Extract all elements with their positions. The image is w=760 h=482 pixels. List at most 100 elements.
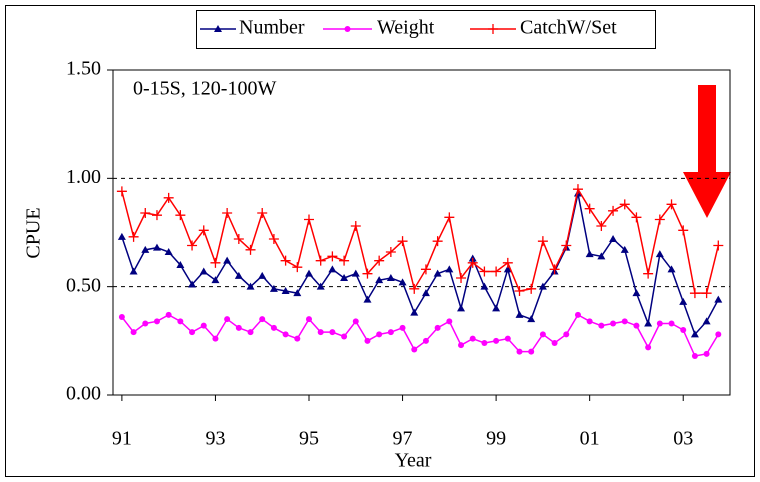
- marker: [574, 311, 581, 318]
- legend-label: Number: [239, 17, 305, 39]
- marker: [141, 245, 150, 253]
- series-line: [121, 313, 719, 357]
- marker: [246, 282, 255, 290]
- marker: [362, 268, 373, 279]
- marker: [703, 350, 710, 357]
- marker: [528, 348, 535, 355]
- marker: [432, 236, 443, 247]
- marker: [502, 257, 513, 268]
- marker: [713, 240, 724, 251]
- marker: [304, 269, 313, 277]
- marker: [329, 329, 336, 336]
- x-tick-label: 93: [205, 428, 225, 450]
- marker: [586, 318, 593, 325]
- marker: [340, 274, 349, 281]
- marker: [679, 297, 688, 305]
- marker: [177, 318, 184, 325]
- marker: [667, 265, 676, 273]
- marker: [539, 331, 546, 338]
- marker: [385, 247, 396, 257]
- marker: [421, 289, 430, 297]
- x-tick-label: 97: [393, 428, 413, 450]
- marker: [516, 348, 523, 355]
- marker: [609, 235, 618, 242]
- arrow: [683, 85, 731, 218]
- y-tick-label: 0.00: [66, 383, 101, 405]
- marker: [619, 199, 630, 210]
- marker: [212, 335, 219, 342]
- marker: [269, 284, 278, 292]
- marker: [398, 278, 407, 286]
- marker: [409, 283, 420, 294]
- marker: [654, 214, 665, 225]
- marker: [142, 320, 149, 327]
- marker: [163, 192, 174, 203]
- marker: [668, 320, 675, 327]
- plot-frame: [112, 69, 731, 396]
- marker: [702, 317, 711, 325]
- marker: [597, 252, 606, 260]
- marker: [479, 266, 490, 277]
- marker: [350, 221, 361, 231]
- marker: [488, 24, 498, 34]
- marker: [666, 199, 677, 210]
- marker: [632, 289, 641, 297]
- marker: [631, 212, 642, 223]
- marker: [561, 240, 572, 251]
- annotation: 0-15S, 120-100W: [133, 78, 276, 100]
- marker: [480, 282, 489, 290]
- marker: [621, 318, 628, 325]
- marker: [223, 256, 232, 264]
- marker: [187, 240, 198, 251]
- x-axis-label: Year: [395, 450, 432, 472]
- marker: [493, 337, 500, 344]
- marker: [303, 214, 314, 225]
- x-tick-label: 95: [299, 428, 319, 450]
- marker: [596, 221, 607, 231]
- marker: [152, 243, 161, 251]
- marker: [456, 273, 467, 283]
- y-tick-label: 0.50: [66, 274, 101, 296]
- x-tick-label: 99: [486, 428, 506, 450]
- marker: [410, 308, 419, 316]
- marker: [433, 269, 442, 277]
- arrow-shaft: [698, 85, 716, 175]
- marker: [397, 236, 408, 247]
- marker: [678, 225, 689, 236]
- marker: [457, 304, 466, 312]
- marker: [245, 244, 256, 255]
- marker: [538, 282, 547, 290]
- marker: [714, 295, 723, 303]
- marker: [620, 245, 629, 253]
- marker: [151, 210, 162, 221]
- legend: Number Weight CatchW/Set: [196, 10, 656, 49]
- marker: [363, 295, 372, 303]
- marker: [376, 331, 383, 338]
- marker: [551, 340, 558, 346]
- marker: [691, 353, 698, 359]
- x-tick-label: 91: [112, 428, 132, 450]
- marker: [200, 322, 207, 329]
- marker: [527, 315, 536, 323]
- marker: [491, 266, 502, 277]
- marker: [537, 236, 548, 247]
- marker: [445, 265, 454, 273]
- marker: [387, 329, 394, 336]
- marker: [199, 267, 208, 275]
- marker: [130, 329, 137, 336]
- marker: [352, 318, 359, 325]
- marker: [175, 210, 186, 221]
- marker: [234, 271, 243, 279]
- marker: [176, 261, 185, 268]
- y-tick-label: 1.50: [66, 58, 101, 80]
- marker: [608, 205, 619, 216]
- marker: [633, 322, 640, 329]
- marker: [165, 311, 172, 318]
- marker: [317, 329, 324, 336]
- marker: [116, 186, 127, 197]
- marker: [198, 225, 209, 236]
- marker: [458, 342, 465, 349]
- marker: [514, 286, 525, 296]
- marker: [189, 329, 196, 336]
